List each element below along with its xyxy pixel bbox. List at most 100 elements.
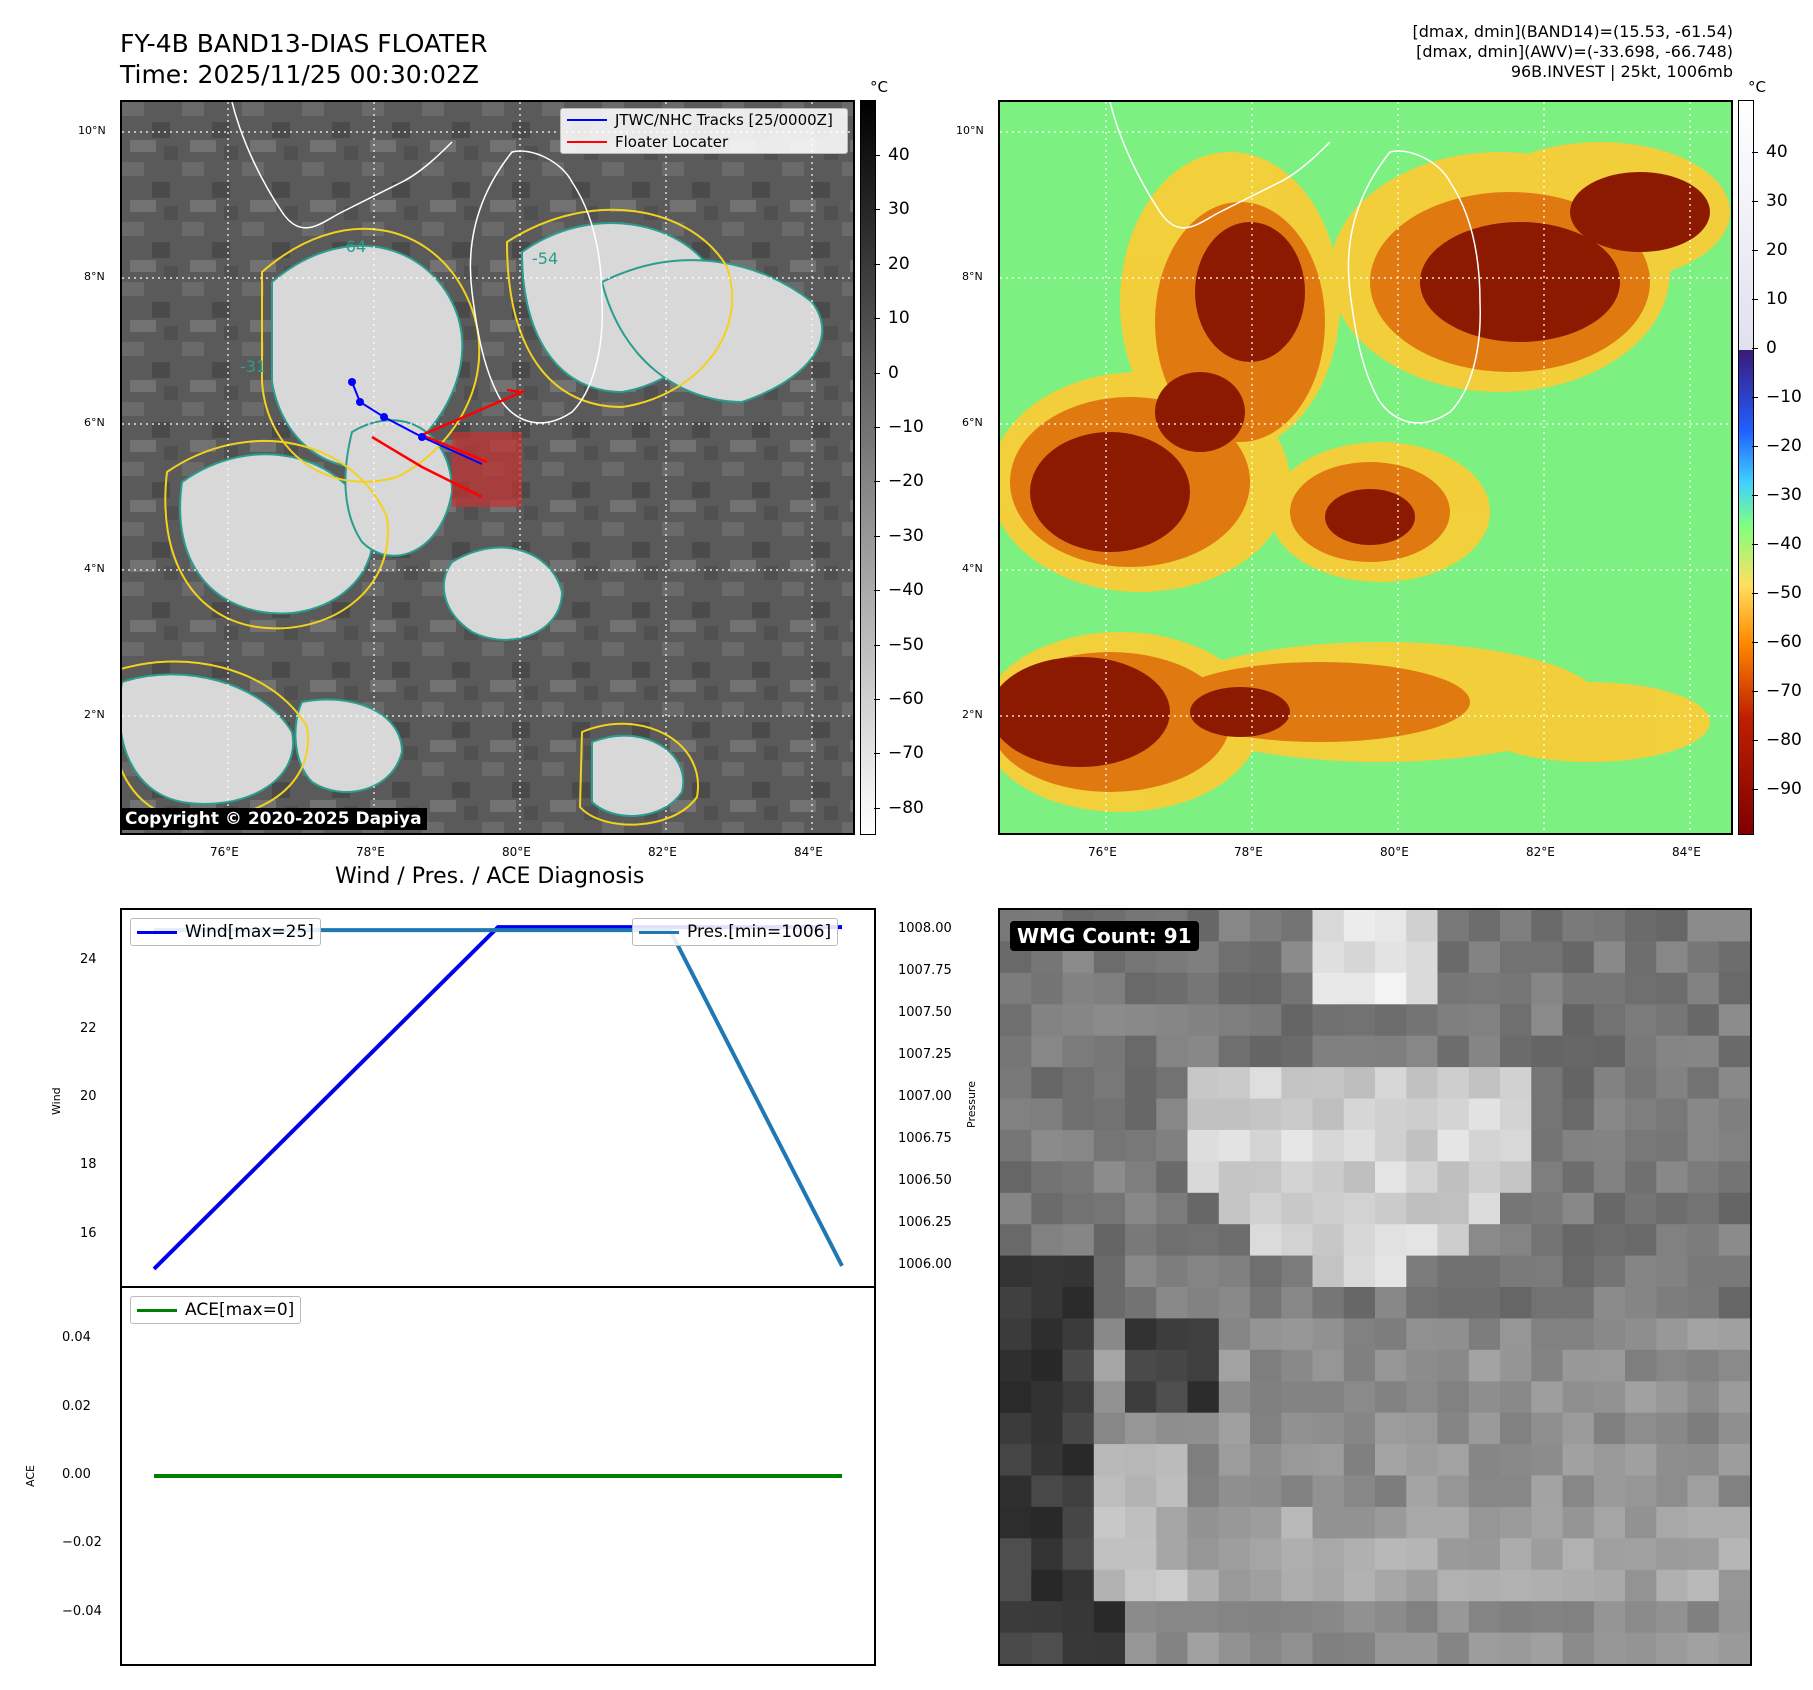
colorbar-tick: −40	[1752, 534, 1802, 554]
wmg-cell	[1343, 1004, 1376, 1037]
ace-tick: −0.04	[62, 1603, 102, 1619]
lon-label: 82°E	[1526, 845, 1555, 859]
colorbar-tick: 10	[1752, 289, 1788, 309]
wmg-cell	[1375, 1035, 1407, 1068]
wmg-cell	[1687, 1475, 1720, 1508]
wmg-cell	[1593, 972, 1626, 1005]
wmg-cell	[1218, 1349, 1251, 1382]
wmg-cell	[1281, 1632, 1314, 1664]
wmg-cell	[1593, 1632, 1626, 1664]
map-legend: JTWC/NHC Tracks [25/0000Z] Floater Locat…	[560, 108, 848, 154]
wmg-cell	[1000, 1318, 1032, 1351]
wmg-cell	[1031, 1161, 1064, 1194]
wmg-cell	[1312, 1444, 1345, 1477]
wmg-cell	[1312, 910, 1345, 942]
wmg-cell	[1718, 1255, 1750, 1288]
contour-label: -31	[240, 357, 266, 376]
wmg-cell	[1375, 1601, 1407, 1634]
wmg-cell	[1125, 1475, 1157, 1508]
pressure-tick: 1006.75	[898, 1130, 952, 1146]
wmg-cell	[1468, 1035, 1501, 1068]
wmg-cell	[1281, 1475, 1314, 1508]
wmg-cell	[1375, 1349, 1407, 1382]
wind-tick: 16	[80, 1225, 97, 1241]
wmg-cell	[1593, 1129, 1626, 1162]
wmg-cell	[1062, 1538, 1095, 1571]
wmg-cell	[1625, 1004, 1657, 1037]
wmg-cell	[1281, 941, 1314, 974]
wmg-cell	[1281, 1035, 1314, 1068]
wmg-cell	[1437, 1475, 1470, 1508]
wmg-cell	[1156, 972, 1189, 1005]
wmg-cell	[1312, 1192, 1345, 1225]
colorbar-tick: −20	[1752, 436, 1802, 456]
wmg-cell	[1468, 1004, 1501, 1037]
wmg-cell	[1500, 1287, 1532, 1319]
wmg-cell	[1031, 1349, 1064, 1382]
contour-label: -54	[532, 249, 558, 268]
wmg-cell	[1625, 1224, 1657, 1257]
wmg-cell	[1187, 1475, 1220, 1508]
colorbar-tick: 30	[874, 199, 910, 220]
wmg-cell	[1500, 941, 1532, 974]
wmg-cell	[1500, 1381, 1532, 1414]
ace-swatch	[137, 1308, 177, 1312]
wmg-cell	[1218, 1381, 1251, 1414]
wmg-cell	[1625, 1318, 1657, 1351]
ace-tick: 0.04	[62, 1330, 91, 1346]
diagnosis-title: Wind / Pres. / ACE Diagnosis	[335, 864, 645, 889]
wmg-cell	[1312, 1381, 1345, 1414]
wmg-cell	[1437, 1381, 1470, 1414]
wmg-cell	[1125, 1506, 1157, 1539]
wmg-cell	[1656, 1412, 1689, 1445]
wmg-cell	[1343, 1067, 1376, 1100]
wmg-cell	[1062, 1632, 1095, 1664]
wmg-cell	[1156, 1129, 1189, 1162]
ace-legend-label: ACE[max=0]	[185, 1300, 295, 1320]
wmg-cell	[1125, 1538, 1157, 1571]
wmg-cell	[1343, 1381, 1376, 1414]
wmg-cell	[1312, 1569, 1345, 1602]
pressure-tick: 1006.00	[898, 1256, 952, 1272]
wmg-cell	[1500, 1098, 1532, 1131]
wind-tick: 24	[80, 952, 97, 968]
wmg-cell	[1187, 1569, 1220, 1602]
wmg-cell	[1343, 1161, 1376, 1194]
stats-awv: [dmax, dmin](AWV)=(-33.698, -66.748)	[1416, 42, 1733, 61]
wmg-cell	[1343, 1412, 1376, 1445]
wmg-cell	[1468, 1224, 1501, 1257]
wmg-cell	[1718, 1004, 1750, 1037]
wmg-cell	[1062, 972, 1095, 1005]
wmg-cell	[1062, 1287, 1095, 1319]
wmg-cell	[1562, 1412, 1595, 1445]
wmg-cell	[1093, 1224, 1126, 1257]
wmg-cell	[1500, 972, 1532, 1005]
wmg-cell	[1125, 1287, 1157, 1319]
wmg-cell	[1687, 1412, 1720, 1445]
wmg-cell	[1062, 1381, 1095, 1414]
stats-info: [dmax, dmin](BAND14)=(15.53, -61.54) [dm…	[1413, 22, 1734, 82]
wmg-cell	[1562, 1506, 1595, 1539]
wmg-cell	[1000, 1192, 1032, 1225]
wmg-cell	[1343, 1224, 1376, 1257]
wmg-cell	[1687, 941, 1720, 974]
wmg-cell	[1093, 1161, 1126, 1194]
wmg-cell	[1375, 1004, 1407, 1037]
figure-title: FY-4B BAND13-DIAS FLOATER Time: 2025/11/…	[120, 28, 488, 90]
wmg-cell	[1437, 1506, 1470, 1539]
lat-label: 8°N	[84, 270, 105, 283]
wmg-cell	[1375, 1506, 1407, 1539]
wmg-cell	[1250, 1381, 1282, 1414]
wmg-cell	[1031, 1318, 1064, 1351]
wmg-cell	[1156, 1004, 1189, 1037]
colorbar-tick: 40	[874, 145, 910, 165]
wmg-cell	[1281, 1381, 1314, 1414]
wmg-cell	[1218, 1224, 1251, 1257]
wmg-cell	[1093, 1444, 1126, 1477]
wmg-cell	[1656, 1004, 1689, 1037]
pressure-tick: 1008.00	[898, 921, 952, 937]
wmg-cell	[1593, 1004, 1626, 1037]
ir-map-image: -64 -54 -31	[122, 102, 853, 833]
wmg-cell	[1312, 1004, 1345, 1037]
wmg-cell	[1312, 1412, 1345, 1445]
